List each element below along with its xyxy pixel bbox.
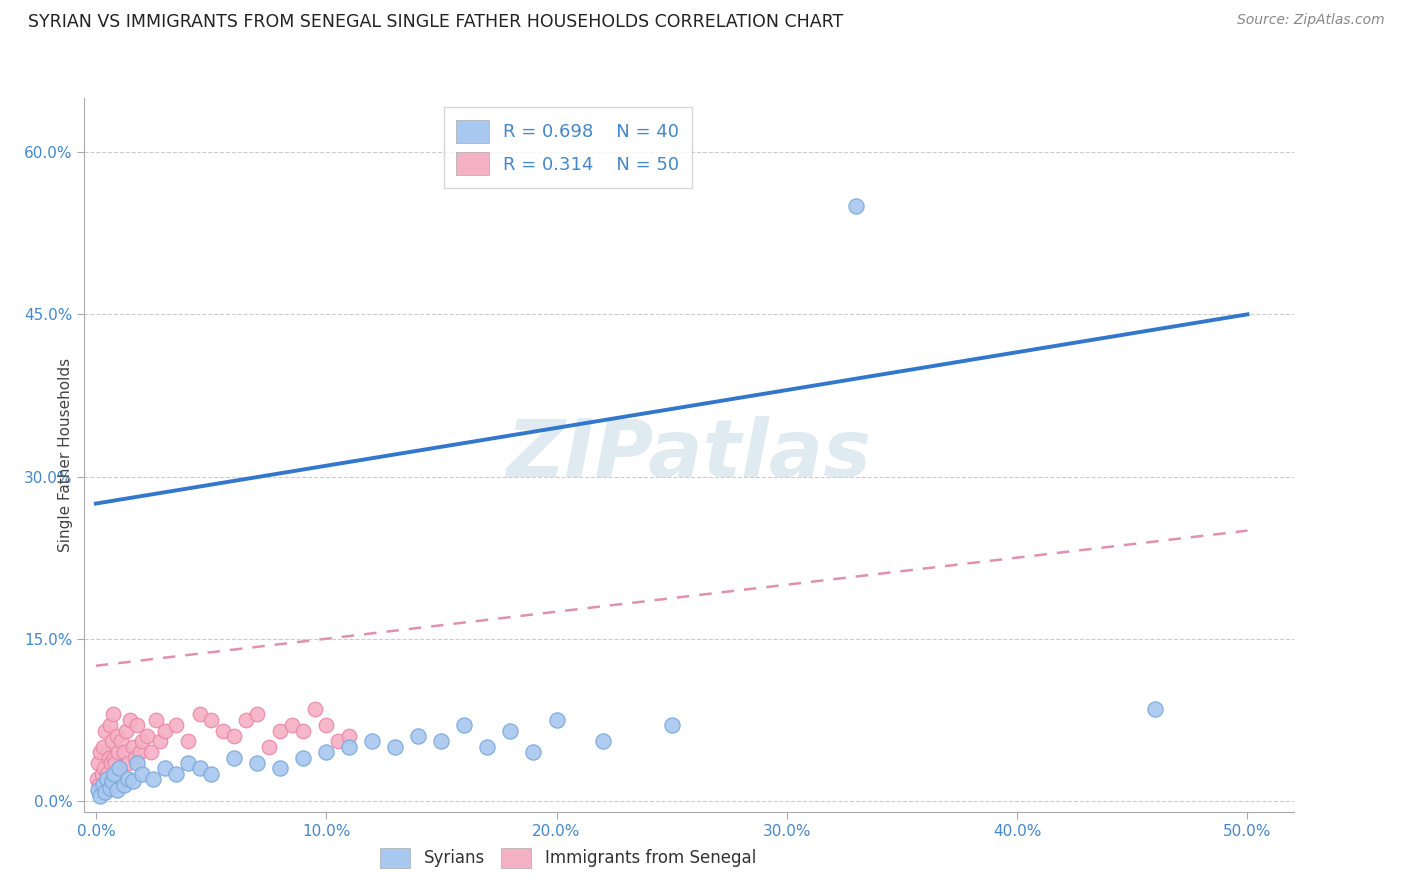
Point <box>200 767 222 781</box>
Point <box>87 756 110 770</box>
Point <box>292 750 315 764</box>
Point <box>188 707 211 722</box>
Point <box>149 734 172 748</box>
Point <box>177 734 200 748</box>
Point <box>94 785 117 799</box>
Point <box>101 734 124 748</box>
Legend: Syrians, Immigrants from Senegal: Syrians, Immigrants from Senegal <box>374 841 762 875</box>
Point <box>546 713 568 727</box>
Point <box>114 723 136 738</box>
Point <box>246 756 269 770</box>
Point <box>100 756 122 770</box>
Point <box>127 718 149 732</box>
Point <box>89 745 111 759</box>
Point <box>98 718 121 732</box>
Point <box>845 199 868 213</box>
Point <box>141 745 163 759</box>
Point <box>108 762 131 776</box>
Point <box>103 767 125 781</box>
Point <box>89 789 111 803</box>
Point <box>105 729 128 743</box>
Point <box>127 756 149 770</box>
Point <box>222 729 245 743</box>
Y-axis label: Single Father Households: Single Father Households <box>58 358 73 552</box>
Point <box>477 739 499 754</box>
Point <box>315 745 337 759</box>
Point <box>87 783 110 797</box>
Point <box>112 745 135 759</box>
Point <box>408 729 430 743</box>
Point <box>499 723 522 738</box>
Point <box>128 745 150 759</box>
Point <box>105 783 128 797</box>
Text: Source: ZipAtlas.com: Source: ZipAtlas.com <box>1237 13 1385 28</box>
Point <box>142 772 165 787</box>
Point <box>592 734 614 748</box>
Point <box>98 780 121 795</box>
Point <box>177 756 200 770</box>
Point <box>117 772 139 787</box>
Point <box>337 729 360 743</box>
Point <box>269 762 291 776</box>
Point <box>108 762 131 776</box>
Point <box>89 778 111 792</box>
Point <box>292 723 315 738</box>
Point <box>257 739 280 754</box>
Point <box>246 707 269 722</box>
Point <box>104 756 127 770</box>
Text: ZIPatlas: ZIPatlas <box>506 416 872 494</box>
Point <box>86 772 108 787</box>
Point <box>101 774 124 789</box>
Point <box>430 734 453 748</box>
Point <box>280 718 302 732</box>
Point <box>522 745 544 759</box>
Point <box>131 767 153 781</box>
Point <box>200 713 222 727</box>
Point <box>96 772 118 787</box>
Point <box>166 718 188 732</box>
Point <box>121 739 143 754</box>
Point <box>1144 702 1167 716</box>
Point <box>112 778 135 792</box>
Point <box>235 713 257 727</box>
Point <box>153 762 176 776</box>
Point <box>453 718 475 732</box>
Point <box>384 739 406 754</box>
Point <box>94 723 117 738</box>
Point <box>121 774 143 789</box>
Point <box>97 750 120 764</box>
Point <box>269 723 291 738</box>
Point <box>101 707 124 722</box>
Point <box>93 762 115 776</box>
Point <box>90 767 112 781</box>
Point <box>145 713 167 727</box>
Point <box>124 750 146 764</box>
Point <box>661 718 683 732</box>
Point <box>211 723 233 738</box>
Point <box>135 729 157 743</box>
Point <box>120 713 142 727</box>
Point <box>361 734 384 748</box>
Point <box>315 718 337 732</box>
Point <box>337 739 360 754</box>
Point <box>117 756 139 770</box>
Point <box>188 762 211 776</box>
Point <box>222 750 245 764</box>
Point <box>166 767 188 781</box>
Point <box>153 723 176 738</box>
Point <box>107 745 129 759</box>
Point <box>110 734 132 748</box>
Point <box>326 734 349 748</box>
Point <box>131 734 153 748</box>
Point <box>91 778 114 792</box>
Point <box>103 750 125 764</box>
Point <box>96 767 118 781</box>
Point <box>91 739 114 754</box>
Text: SYRIAN VS IMMIGRANTS FROM SENEGAL SINGLE FATHER HOUSEHOLDS CORRELATION CHART: SYRIAN VS IMMIGRANTS FROM SENEGAL SINGLE… <box>28 13 844 31</box>
Point <box>304 702 326 716</box>
